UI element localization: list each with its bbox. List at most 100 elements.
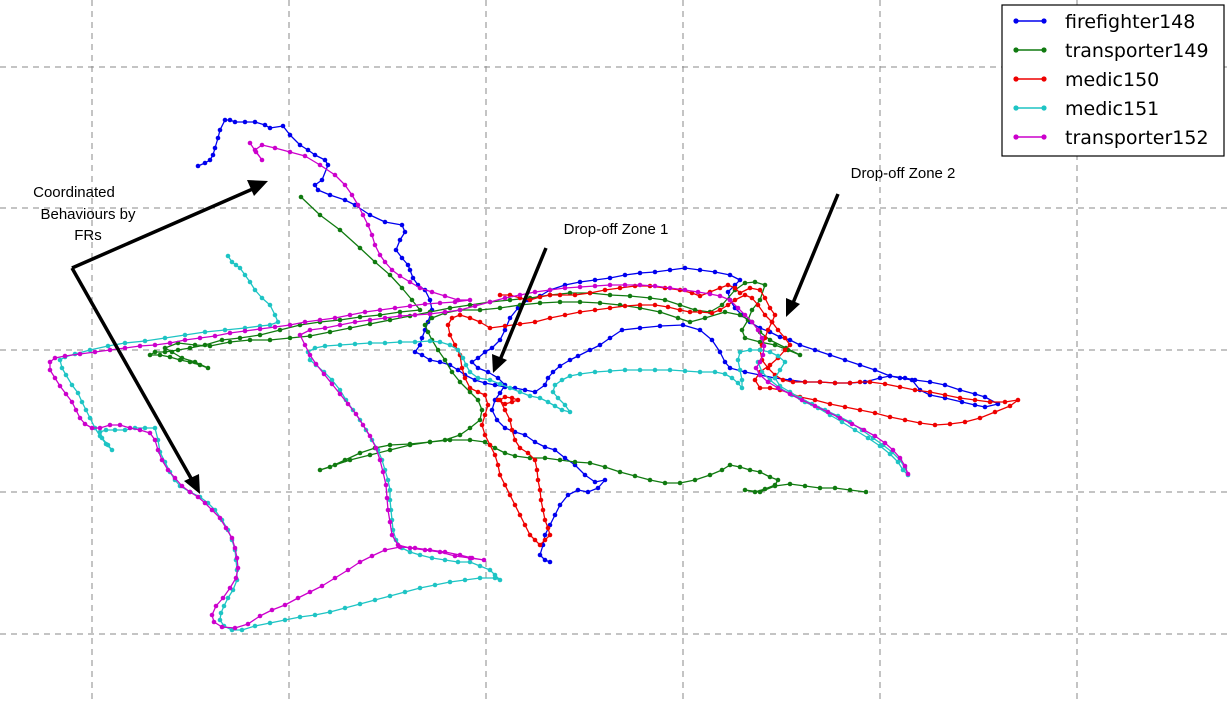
point-medic151-114	[329, 377, 335, 383]
point-transporter149-147	[719, 467, 725, 473]
point-transporter152-123	[384, 495, 390, 501]
point-medic150-42	[867, 379, 873, 385]
point-medic150-70	[767, 385, 773, 391]
point-firefighter148-44	[417, 342, 423, 348]
point-transporter149-31	[192, 359, 198, 365]
point-transporter152-184	[825, 409, 831, 415]
point-transporter152-35	[332, 315, 338, 321]
point-transporter152-160	[622, 282, 628, 288]
point-medic150-62	[872, 410, 878, 416]
point-medic150-125	[497, 472, 503, 478]
point-medic150-26	[772, 312, 778, 318]
point-transporter152-82	[223, 525, 229, 531]
point-transporter149-103	[435, 347, 441, 353]
point-transporter149-139	[602, 464, 608, 470]
point-medic150-140	[537, 487, 543, 493]
point-transporter152-141	[337, 322, 343, 328]
point-transporter149-60	[662, 297, 668, 303]
point-firefighter148-67	[607, 335, 613, 341]
annotation-coordinated-arrowhead-upper	[247, 180, 268, 196]
point-medic150-78	[782, 335, 788, 341]
point-transporter152-13	[360, 212, 366, 218]
point-firefighter148-25	[342, 197, 348, 203]
point-medic150-19	[725, 282, 731, 288]
point-transporter152-63	[82, 421, 88, 427]
point-firefighter148-58	[532, 389, 538, 395]
point-medic151-134	[475, 375, 481, 381]
point-firefighter148-57	[522, 387, 528, 393]
point-medic150-135	[547, 532, 553, 538]
point-medic151-7	[259, 295, 265, 301]
point-medic151-147	[550, 389, 556, 395]
point-transporter152-102	[332, 575, 338, 581]
point-medic151-35	[109, 447, 115, 453]
point-transporter149-99	[429, 315, 435, 321]
point-transporter149-67	[752, 279, 758, 285]
point-transporter149-164	[847, 487, 853, 493]
point-firefighter148-159	[562, 455, 568, 461]
point-transporter152-51	[92, 349, 98, 355]
point-medic150-79	[775, 327, 781, 333]
point-transporter152-0	[247, 140, 253, 146]
point-transporter149-20	[187, 345, 193, 351]
point-transporter152-175	[760, 352, 766, 358]
point-medic151-173	[782, 359, 788, 365]
point-transporter152-5	[272, 145, 278, 151]
point-transporter149-75	[772, 342, 778, 348]
point-transporter152-64	[89, 425, 95, 431]
point-medic151-72	[282, 617, 288, 623]
point-firefighter148-124	[697, 267, 703, 273]
annotation-zone2-arrow	[791, 193, 840, 304]
point-transporter149-83	[722, 309, 728, 315]
point-transporter152-177	[753, 365, 759, 371]
point-medic150-61	[887, 414, 893, 420]
point-firefighter148-105	[872, 367, 878, 373]
point-transporter149-52	[507, 297, 513, 303]
point-medic150-105	[477, 319, 483, 325]
point-transporter149-143	[662, 480, 668, 486]
point-transporter152-83	[229, 535, 235, 541]
point-transporter152-120	[389, 532, 395, 538]
point-transporter149-91	[577, 299, 583, 305]
point-transporter152-71	[152, 437, 158, 443]
point-transporter149-9	[397, 309, 403, 315]
point-transporter152-134	[321, 371, 327, 377]
point-transporter152-146	[412, 312, 418, 318]
point-transporter149-59	[647, 295, 653, 301]
point-medic150-106	[467, 315, 473, 321]
point-transporter149-33	[169, 349, 175, 355]
point-transporter152-88	[227, 585, 233, 591]
point-firefighter148-174	[542, 557, 548, 563]
point-transporter149-21	[175, 347, 181, 353]
point-medic150-55	[977, 415, 983, 421]
point-medic151-191	[895, 459, 901, 465]
point-transporter152-65	[97, 425, 103, 431]
point-transporter149-2	[337, 227, 343, 233]
point-medic150-108	[449, 315, 455, 321]
point-medic151-122	[352, 341, 358, 347]
point-firefighter148-99	[957, 387, 963, 393]
point-firefighter148-168	[557, 502, 563, 508]
point-medic150-115	[467, 385, 473, 391]
point-medic150-57	[947, 421, 953, 427]
point-firefighter148-144	[469, 359, 475, 365]
point-transporter152-144	[382, 315, 388, 321]
point-medic151-160	[712, 369, 718, 375]
point-medic151-8	[267, 302, 273, 308]
point-transporter152-187	[861, 427, 867, 433]
point-medic150-98	[577, 309, 583, 315]
point-transporter149-119	[342, 457, 348, 463]
point-transporter149-28	[187, 359, 193, 365]
point-transporter149-43	[327, 329, 333, 335]
point-transporter152-43	[212, 333, 218, 339]
point-transporter152-2	[259, 157, 265, 163]
point-transporter152-16	[372, 242, 378, 248]
point-transporter152-99	[295, 595, 301, 601]
point-transporter149-64	[719, 302, 725, 308]
point-transporter149-144	[677, 480, 683, 486]
point-transporter152-182	[799, 397, 805, 403]
point-transporter149-159	[772, 483, 778, 489]
point-medic150-59	[917, 420, 923, 426]
point-transporter152-171	[749, 319, 755, 325]
point-medic150-58	[932, 422, 938, 428]
